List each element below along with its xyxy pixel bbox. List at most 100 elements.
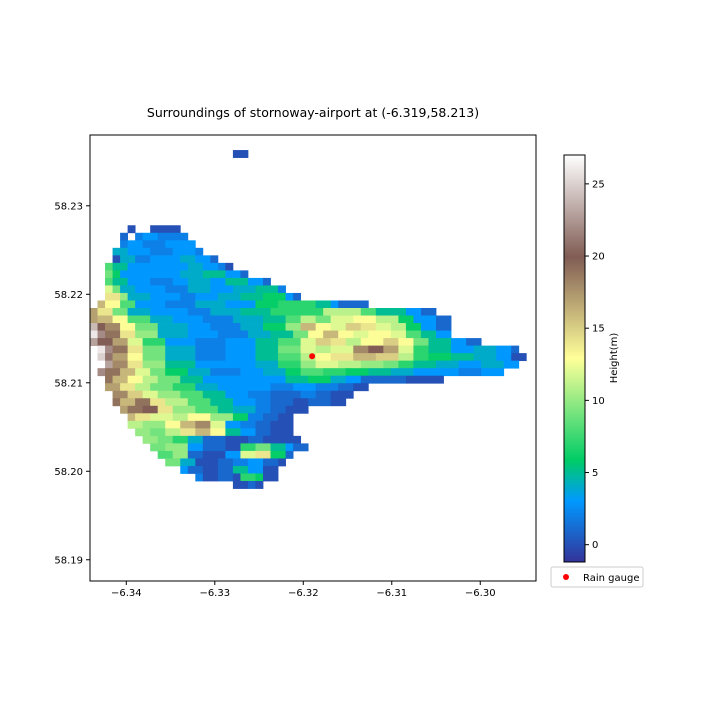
raster-cell (225, 300, 256, 309)
raster-cell (285, 405, 309, 414)
raster-cell (202, 262, 219, 271)
raster-cell (405, 330, 422, 339)
raster-cell (142, 240, 166, 249)
raster-cell (247, 458, 264, 467)
raster-cell (413, 353, 429, 362)
raster-cell (165, 353, 196, 362)
raster-cell (240, 270, 249, 279)
raster-cell (157, 330, 189, 339)
raster-cell (105, 375, 113, 384)
legend: Rain gauge (550, 566, 644, 588)
raster-cell (210, 420, 226, 429)
raster-cell (263, 368, 286, 377)
raster-cell (270, 443, 286, 452)
raster-cell (451, 353, 475, 362)
raster-cell (345, 375, 362, 384)
raster-cell (195, 428, 211, 437)
raster-cell (232, 150, 249, 158)
raster-cell (202, 465, 219, 474)
raster-cell (451, 338, 467, 347)
raster-cell (97, 360, 106, 369)
raster-cell (180, 375, 204, 384)
raster-cell (390, 368, 414, 377)
raster-cell (210, 255, 219, 264)
raster-cell (127, 345, 144, 354)
raster-cell (120, 323, 136, 331)
raster-cell (225, 345, 256, 354)
raster-cell (263, 292, 286, 301)
raster-cell (420, 330, 437, 339)
raster-cell (217, 383, 241, 392)
raster-cell (232, 458, 249, 467)
raster-cell (398, 338, 414, 347)
raster-cell (263, 465, 279, 474)
raster-cell (300, 338, 317, 347)
raster-cell (127, 292, 151, 301)
raster-cell (112, 315, 129, 324)
raster-cell (105, 368, 121, 377)
raster-cell (165, 345, 196, 354)
raster-cell (360, 375, 384, 384)
raster-cell (157, 450, 174, 459)
raster-cell (127, 315, 151, 324)
raster-cell (142, 360, 166, 369)
raster-cell (180, 465, 189, 474)
y-tick-label: 58.20 (54, 467, 83, 478)
raster-cell (210, 285, 234, 294)
raster-cell (157, 232, 189, 241)
raster-cell (353, 315, 377, 324)
raster-cell (202, 450, 219, 459)
raster-cell (172, 450, 189, 459)
raster-cell (217, 473, 234, 482)
raster-cell (217, 465, 234, 474)
raster-cell (157, 390, 181, 399)
raster-cell (157, 375, 181, 384)
raster-cell (180, 390, 204, 399)
raster-cell (315, 390, 332, 399)
y-tick-label: 58.22 (54, 290, 83, 301)
raster-cell (315, 345, 332, 354)
raster-cell (398, 353, 414, 362)
raster-cell (187, 398, 211, 407)
raster-cell (172, 413, 189, 422)
raster-cell (195, 420, 211, 429)
raster-cell (278, 360, 302, 369)
raster-cell (413, 338, 429, 347)
raster-cell (278, 413, 294, 422)
raster-cell (300, 323, 317, 331)
raster-cell (240, 443, 256, 452)
raster-cell (330, 338, 347, 347)
raster-cell (120, 285, 136, 294)
raster-cell (217, 292, 241, 301)
raster-cell (263, 277, 271, 286)
raster-cell (481, 368, 505, 377)
raster-cell (165, 420, 181, 429)
raster-cell (120, 232, 129, 241)
marker-layer (309, 353, 316, 360)
raster-cell (165, 368, 189, 377)
raster-cell (187, 277, 211, 286)
raster-cell (473, 345, 497, 354)
raster-cell (195, 458, 219, 467)
raster-cell (247, 330, 271, 339)
raster-cell (375, 308, 407, 316)
raster-cell (165, 443, 189, 452)
raster-cell (247, 481, 256, 489)
raster-cell (202, 270, 226, 279)
raster-cell (240, 383, 271, 392)
raster-cell (293, 330, 309, 339)
raster-cell (187, 413, 211, 422)
raster-cell (120, 270, 144, 279)
raster-cell (112, 255, 121, 264)
raster-cell (135, 255, 151, 264)
raster-cell (142, 338, 166, 347)
raster-cell (255, 398, 271, 407)
raster-cell (436, 330, 452, 339)
raster-cell (270, 398, 294, 407)
raster-cell (135, 428, 151, 437)
raster-cell (330, 323, 347, 331)
raster-cell (330, 300, 339, 309)
raster-cell (217, 450, 226, 459)
y-tick-label: 58.23 (54, 201, 83, 212)
raster-cell (150, 308, 189, 316)
